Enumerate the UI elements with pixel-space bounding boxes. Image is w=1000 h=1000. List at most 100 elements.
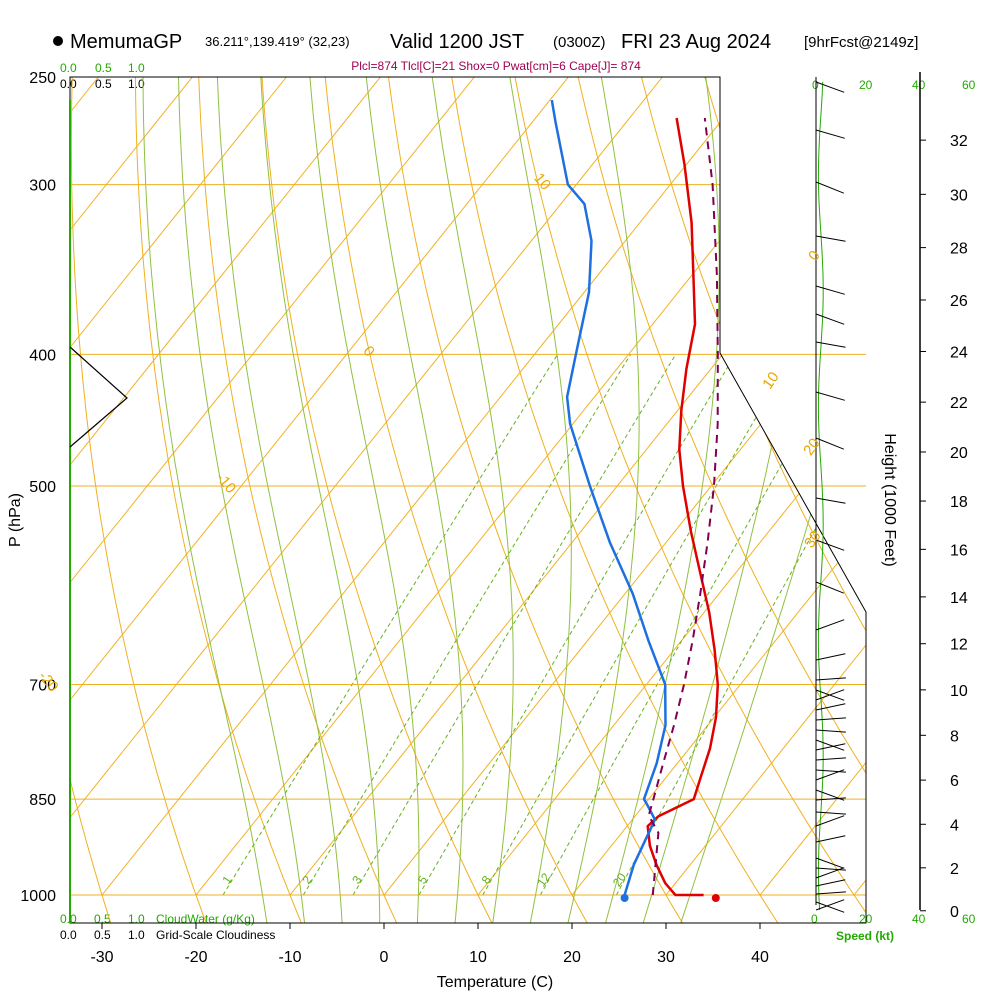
pressure-tick-700: 700 bbox=[29, 678, 56, 695]
wind-barb-21 bbox=[815, 743, 846, 751]
wind-barb-8 bbox=[815, 437, 844, 450]
wind-barb-23 bbox=[815, 769, 846, 773]
moist-adiabat--10 bbox=[142, 77, 268, 923]
wind-barb-3 bbox=[815, 235, 846, 242]
height-tick-label-30: 30 bbox=[950, 187, 968, 204]
x-tick-label-0: 0 bbox=[380, 949, 389, 966]
wind-barb-26 bbox=[815, 797, 846, 801]
isotherm--80 bbox=[70, 77, 287, 896]
wind-barb-36 bbox=[815, 899, 845, 911]
height-tick-label-6: 6 bbox=[950, 773, 959, 790]
surface-temperature-point bbox=[711, 894, 720, 902]
height-tick-label-8: 8 bbox=[950, 728, 959, 745]
wind-barb-11 bbox=[815, 581, 844, 594]
wind-barb-31 bbox=[815, 867, 846, 871]
top-black-1: 0.5 bbox=[95, 77, 112, 91]
height-tick-label-14: 14 bbox=[950, 590, 968, 607]
header-date: FRI 23 Aug 2024 bbox=[621, 31, 771, 53]
dry-adiabat-10 bbox=[260, 77, 493, 923]
header-location: 36.211°,139.419° (32,23) bbox=[205, 34, 350, 49]
height-tick-label-2: 2 bbox=[950, 861, 959, 878]
wind-barb-1 bbox=[815, 129, 845, 139]
x-tick-label--10: -10 bbox=[278, 949, 301, 966]
pressure-tick-300: 300 bbox=[29, 178, 56, 195]
top-black-0: 0.0 bbox=[60, 77, 77, 91]
mixing-ratio-5 bbox=[418, 354, 736, 896]
bottom-green-0: 0.0 bbox=[60, 912, 77, 926]
wind-barb-24 bbox=[815, 769, 845, 781]
pressure-tick-400: 400 bbox=[29, 347, 56, 364]
series-temperature bbox=[646, 117, 720, 897]
wind-barb-5 bbox=[815, 313, 845, 325]
mixing-ratio-3 bbox=[352, 354, 677, 896]
data-layer bbox=[69, 81, 846, 913]
wind-barb-30 bbox=[815, 857, 845, 869]
moist-adiabat-22 bbox=[567, 77, 640, 923]
pressure-tick-500: 500 bbox=[29, 479, 56, 496]
header-valid: Valid 1200 JST bbox=[390, 31, 524, 53]
header-model: MemumaGP bbox=[70, 31, 182, 53]
wind-scale-bottom-2: 40 bbox=[912, 912, 926, 926]
dry-adiabat--10 bbox=[134, 77, 303, 923]
dry-adiabat--30 bbox=[70, 77, 112, 923]
bottom-black-2: 1.0 bbox=[128, 928, 145, 942]
wind-barb-7 bbox=[815, 391, 845, 401]
wind-barb-14 bbox=[815, 677, 846, 681]
wind-barb-20 bbox=[815, 739, 845, 751]
height-tick-label-18: 18 bbox=[950, 494, 968, 511]
dry-adiabat--20 bbox=[70, 77, 207, 923]
wind-speed-label: Speed (kt) bbox=[836, 929, 894, 943]
dry-adiabat-60 bbox=[572, 77, 866, 923]
isotherm--90 bbox=[70, 77, 193, 896]
wind-scale-top-2: 40 bbox=[912, 78, 926, 92]
moist-adiabat--6 bbox=[178, 77, 306, 923]
wind-barb-19 bbox=[815, 729, 846, 733]
height-tick-label-32: 32 bbox=[950, 133, 968, 150]
pressure-tick-250: 250 bbox=[29, 70, 56, 87]
x-tick-label--30: -30 bbox=[90, 949, 113, 966]
height-axis-label: Height (1000 Feet) bbox=[881, 433, 898, 566]
top-green-0: 0.0 bbox=[60, 61, 77, 75]
height-tick-label-10: 10 bbox=[950, 683, 968, 700]
bottom-green-label: CloudWater (g/Kg) bbox=[156, 912, 255, 926]
wind-scale-top-1: 20 bbox=[859, 78, 873, 92]
height-tick-label-22: 22 bbox=[950, 395, 968, 412]
isotherm-30 bbox=[665, 77, 866, 896]
dry-adiabat-30 bbox=[385, 77, 684, 923]
cloudiness-profile bbox=[69, 346, 128, 448]
surface-dewpoint-point bbox=[620, 894, 629, 902]
dry-adiabat-0 bbox=[197, 77, 398, 923]
wind-scale-top-3: 60 bbox=[962, 78, 976, 92]
header-dot-icon bbox=[53, 36, 63, 46]
moist-adiabat--2 bbox=[216, 77, 343, 923]
dry-adiabat-40 bbox=[447, 77, 779, 923]
wind-barb-34 bbox=[815, 891, 846, 895]
moist-adiabat-14 bbox=[431, 77, 514, 923]
wind-scale-bottom-0: 0 bbox=[811, 912, 818, 926]
top-black-2: 1.0 bbox=[128, 77, 145, 91]
wind-scale-bottom-3: 60 bbox=[962, 912, 976, 926]
isotherm--70 bbox=[70, 77, 381, 896]
wind-barb-29 bbox=[815, 835, 846, 843]
moist-adiabat-6 bbox=[309, 77, 420, 923]
series-parcel bbox=[647, 117, 719, 896]
wind-barb-17 bbox=[815, 703, 846, 711]
top-green-1: 0.5 bbox=[95, 61, 112, 75]
wind-barb-35 bbox=[815, 901, 845, 913]
wind-barb-4 bbox=[815, 285, 845, 295]
wind-barb-9 bbox=[815, 497, 846, 504]
wind-barb-0 bbox=[815, 81, 845, 93]
bottom-green-2: 1.0 bbox=[128, 912, 145, 926]
x-tick-label-20: 20 bbox=[563, 949, 581, 966]
wind-speed-profile bbox=[817, 81, 824, 911]
height-tick-label-20: 20 bbox=[950, 445, 968, 462]
isotherm-label-6: 10 bbox=[759, 369, 782, 392]
height-tick-label-0: 0 bbox=[950, 904, 959, 921]
pressure-tick-850: 850 bbox=[29, 792, 56, 809]
height-tick-label-12: 12 bbox=[950, 637, 968, 654]
x-tick-label-40: 40 bbox=[751, 949, 769, 966]
bottom-black-0: 0.0 bbox=[60, 928, 77, 942]
series-dewpoint bbox=[550, 99, 667, 896]
params-line: Plcl=874 Tlcl[C]=21 Shox=0 Pwat[cm]=6 Ca… bbox=[351, 59, 641, 73]
